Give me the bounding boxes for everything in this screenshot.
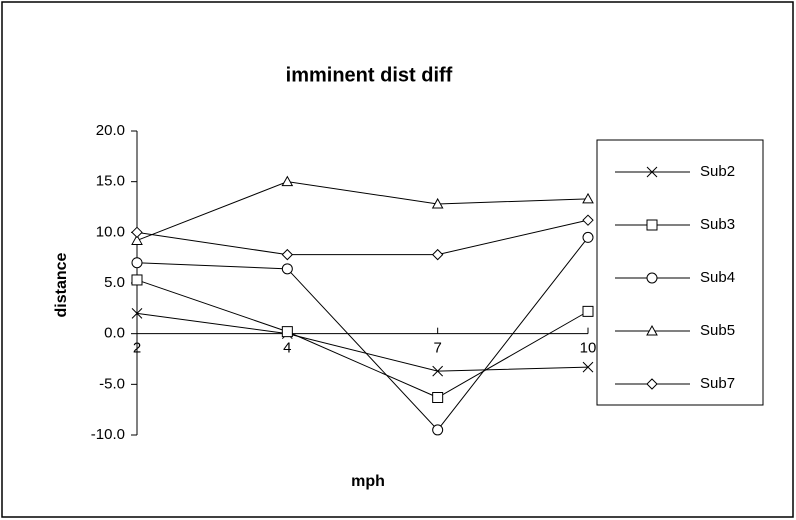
marker — [131, 274, 143, 286]
legend-marker — [646, 166, 658, 178]
legend-marker — [646, 324, 658, 336]
marker — [281, 326, 293, 338]
x-tick-label: 10 — [580, 340, 597, 357]
marker — [131, 234, 143, 245]
y-tick-label: -10.0 — [91, 426, 125, 443]
series-line — [136, 181, 589, 241]
series-line — [136, 312, 589, 372]
marker — [582, 192, 594, 204]
x-tick-label: 2 — [133, 340, 141, 357]
series-line — [136, 219, 589, 256]
marker — [281, 175, 294, 187]
marker — [131, 308, 143, 319]
series-line — [136, 279, 589, 399]
marker — [281, 248, 294, 261]
marker — [432, 392, 444, 404]
marker — [582, 305, 594, 317]
marker — [432, 424, 444, 436]
marker — [432, 365, 444, 377]
y-tick-label: 15.0 — [96, 173, 125, 190]
marker — [582, 361, 594, 373]
series-line — [136, 237, 589, 431]
legend-marker — [646, 272, 658, 284]
marker — [582, 214, 594, 226]
marker — [431, 248, 444, 261]
y-tick-label: 10.0 — [96, 223, 125, 240]
legend-box — [596, 139, 764, 406]
legend-marker — [646, 378, 658, 390]
marker — [431, 197, 444, 209]
legend-marker — [646, 219, 658, 231]
y-tick-label: 20.0 — [96, 122, 125, 139]
x-axis-label: mph — [351, 473, 385, 490]
legend-label: Sub3 — [700, 216, 735, 233]
y-axis-label: distance — [53, 252, 70, 317]
x-tick-label: 4 — [283, 340, 291, 357]
y-tick-label: 5.0 — [104, 274, 125, 291]
marker — [582, 231, 594, 243]
legend-label: Sub5 — [700, 322, 735, 339]
chart-title: imminent dist diff — [286, 64, 453, 86]
y-tick-label: -5.0 — [99, 375, 125, 392]
marker — [281, 263, 293, 275]
legend-label: Sub2 — [700, 163, 735, 180]
legend-label: Sub4 — [700, 269, 735, 286]
marker — [131, 257, 143, 269]
marker — [131, 226, 143, 239]
y-tick-label: 0.0 — [104, 325, 125, 342]
legend-label: Sub7 — [700, 375, 735, 392]
x-tick-label: 7 — [433, 340, 441, 357]
